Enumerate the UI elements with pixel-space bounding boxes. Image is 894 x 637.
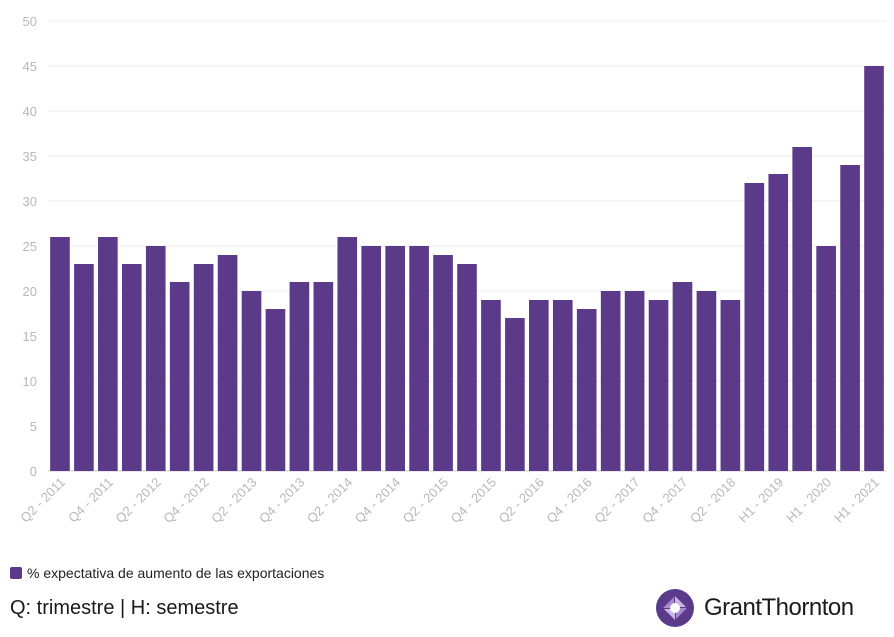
bar [74, 264, 94, 471]
grant-thornton-logo-icon [656, 589, 694, 627]
legend-swatch [10, 567, 22, 579]
bar [720, 300, 741, 471]
bar [505, 318, 525, 471]
bar [696, 291, 717, 471]
bar [552, 300, 573, 471]
bar [50, 237, 70, 471]
x-tick-label: H1 - 2020 [783, 475, 834, 526]
y-tick-label: 40 [23, 104, 37, 119]
bar [385, 246, 405, 471]
bar [217, 255, 238, 471]
bar [864, 66, 884, 471]
legend: % expectativa de aumento de las exportac… [10, 565, 324, 581]
y-axis-ticks: 0 5 10 15 20 25 30 35 40 45 50 [23, 14, 37, 479]
legend-label: % expectativa de aumento de las exportac… [27, 565, 325, 581]
x-tick-label: Q4 - 2011 [65, 475, 116, 526]
bar [672, 282, 693, 471]
y-tick-label: 50 [23, 14, 37, 29]
bar [600, 291, 621, 471]
bar [576, 309, 597, 471]
y-tick-label: 45 [23, 59, 37, 74]
x-tick-label: Q4 - 2012 [160, 475, 211, 526]
x-tick-label: Q2 - 2014 [304, 475, 355, 526]
bar [624, 291, 645, 471]
bar [840, 165, 860, 471]
bar [313, 282, 334, 471]
y-tick-label: 35 [23, 149, 37, 164]
footnote: Q: trimestre | H: semestre [10, 597, 239, 619]
bar [768, 174, 789, 471]
bar [648, 300, 669, 471]
y-tick-label: 20 [23, 284, 37, 299]
x-tick-label: Q4 - 2014 [352, 475, 403, 526]
bar [361, 246, 382, 471]
x-tick-label: Q2 - 2013 [208, 475, 259, 526]
bar [744, 183, 765, 471]
brand-name: GrantThornton [704, 594, 854, 621]
x-tick-label: Q2 - 2016 [495, 475, 546, 526]
bar [265, 309, 286, 471]
bar [193, 264, 214, 471]
bar [529, 300, 549, 471]
bar [409, 246, 429, 471]
bar [145, 246, 166, 471]
x-tick-label: Q4 - 2017 [639, 475, 690, 526]
y-tick-label: 10 [23, 374, 37, 389]
y-tick-label: 30 [23, 194, 37, 209]
bar [121, 264, 142, 471]
bar [457, 264, 477, 471]
bar [289, 282, 310, 471]
x-tick-label: H1 - 2019 [735, 475, 786, 526]
x-tick-label: Q2 - 2017 [591, 475, 642, 526]
x-tick-label: Q4 - 2013 [256, 475, 307, 526]
x-tick-label: Q4 - 2015 [448, 475, 499, 526]
y-tick-label: 25 [23, 239, 37, 254]
bar [816, 246, 836, 471]
bar [337, 237, 358, 471]
y-tick-label: 0 [30, 464, 37, 479]
bar [433, 255, 453, 471]
x-tick-label: Q2 - 2018 [687, 475, 738, 526]
bar [241, 291, 262, 471]
x-tick-label: Q2 - 2011 [17, 475, 68, 526]
y-tick-label: 15 [23, 329, 37, 344]
x-tick-label: Q2 - 2015 [400, 475, 451, 526]
x-tick-label: H1 - 2021 [831, 475, 882, 526]
bar [481, 300, 501, 471]
bar [169, 282, 190, 471]
x-tick-label: Q2 - 2012 [112, 475, 163, 526]
y-tick-label: 5 [30, 419, 37, 434]
bars [50, 66, 884, 471]
brand-logo: GrantThornton [656, 589, 854, 627]
bar [792, 147, 813, 471]
bar [98, 237, 118, 471]
x-tick-label: Q4 - 2016 [543, 475, 594, 526]
